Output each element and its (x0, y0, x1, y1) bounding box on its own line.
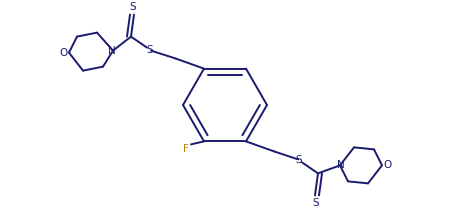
Text: O: O (59, 48, 67, 58)
Text: F: F (183, 144, 189, 154)
Text: N: N (108, 46, 116, 56)
Text: S: S (296, 155, 302, 165)
Text: N: N (337, 160, 345, 170)
Text: O: O (384, 160, 392, 170)
Text: S: S (313, 198, 319, 208)
Text: S: S (130, 2, 136, 12)
Text: S: S (147, 45, 153, 55)
